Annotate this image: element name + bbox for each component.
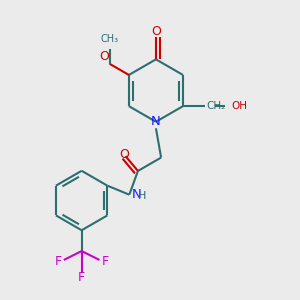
Text: F: F (78, 271, 85, 284)
Text: O: O (119, 148, 129, 161)
Text: F: F (55, 255, 62, 268)
Text: O: O (99, 50, 109, 63)
Text: F: F (101, 255, 108, 268)
Text: CH₃: CH₃ (100, 34, 119, 44)
Text: N: N (151, 115, 161, 128)
Text: N: N (132, 188, 141, 201)
Text: CH₂: CH₂ (207, 101, 226, 111)
Text: OH: OH (231, 101, 247, 111)
Text: O: O (151, 25, 161, 38)
Text: H: H (138, 191, 146, 201)
